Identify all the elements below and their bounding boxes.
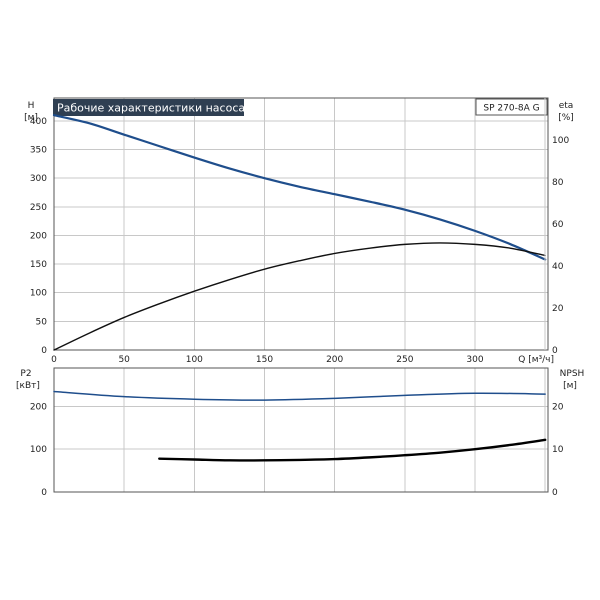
- power-curve-line: [53, 390, 546, 401]
- y-right-tick-label: 40: [552, 262, 564, 272]
- p2-axis-label: P2: [20, 369, 31, 379]
- y-right-axis-unit: [%]: [558, 113, 574, 123]
- y-left-tick-label: 350: [30, 146, 47, 156]
- upper-plot-frame: [53, 97, 549, 351]
- npsh-axis-label: NPSH: [560, 369, 585, 379]
- y-left-tick-label: 100: [30, 289, 47, 299]
- x-tick-label: 100: [186, 355, 203, 365]
- efficiency-curve-line: [53, 242, 546, 351]
- x-tick-label: 250: [396, 355, 413, 365]
- p2-axis-unit: [кВт]: [16, 381, 40, 391]
- y-left-tick-label: 300: [30, 174, 47, 184]
- y-right-axis-label: eta: [559, 101, 574, 111]
- y-right-tick-label: 20: [552, 304, 564, 314]
- x-tick-label: 150: [256, 355, 273, 365]
- chart-title-box: [53, 99, 244, 116]
- npsh-tick-label: 0: [552, 488, 558, 498]
- npsh-tick-label: 20: [552, 402, 564, 412]
- npsh-axis-unit: [м]: [563, 381, 577, 391]
- y-right-tick-label: 0: [552, 346, 558, 356]
- x-tick-label: 0: [51, 355, 57, 365]
- npsh-curve-line: [158, 438, 547, 462]
- y-right-tick-label: 100: [552, 136, 569, 146]
- p2-tick-label: 200: [30, 402, 47, 412]
- x-tick-label: 50: [118, 355, 130, 365]
- npsh-tick-label: 10: [552, 445, 564, 455]
- y-left-tick-label: 50: [36, 317, 48, 327]
- y-left-axis-label: H: [28, 101, 35, 111]
- p2-tick-label: 0: [41, 488, 47, 498]
- model-label: SP 270-8A G: [483, 104, 539, 114]
- lower-plot-frame: [53, 367, 549, 493]
- x-tick-label: 300: [466, 355, 483, 365]
- chart-title: Рабочие характеристики насоса: [57, 102, 245, 115]
- model-label-box: [475, 98, 548, 116]
- y-right-tick-label: 60: [552, 220, 564, 230]
- y-left-tick-label: 150: [30, 260, 47, 270]
- y-left-tick-label: 200: [30, 231, 47, 241]
- head-curve-line: [52, 114, 547, 261]
- y-left-tick-label: 400: [30, 117, 47, 127]
- p2-tick-label: 100: [30, 445, 47, 455]
- x-tick-label: 200: [326, 355, 343, 365]
- x-axis-label: Q [м³/ч]: [518, 355, 554, 365]
- y-left-tick-label: 0: [41, 346, 47, 356]
- y-left-tick-label: 250: [30, 203, 47, 213]
- y-left-axis-unit: [м]: [24, 113, 38, 123]
- y-right-tick-label: 80: [552, 178, 564, 188]
